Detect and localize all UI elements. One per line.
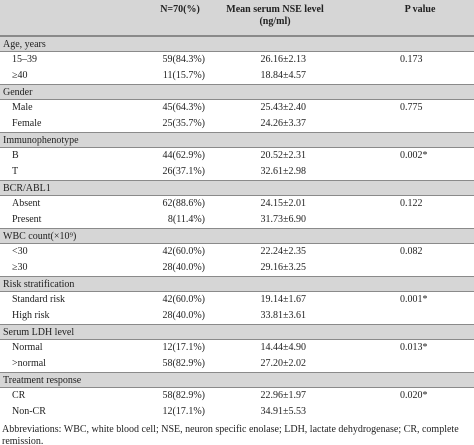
n-cell: 28(40.0%): [162, 310, 206, 321]
section-row: WBC count(×10⁹): [0, 228, 474, 244]
p-cell: 0.013*: [400, 342, 428, 353]
data-row: CR 58(82.9%) 22.96±1.97 0.020*: [0, 388, 474, 404]
data-row: Absent 62(88.6%) 24.15±2.01 0.122: [0, 196, 474, 212]
row-label: ≥30: [12, 262, 28, 273]
mean-cell: 22.24±2.35: [260, 246, 307, 257]
mean-cell: 33.81±3.61: [260, 310, 307, 321]
mean-cell: 25.43±2.40: [260, 102, 307, 113]
mean-cell: 34.91±5.53: [260, 406, 307, 417]
data-row: >normal 58(82.9%) 27.20±2.02: [0, 356, 474, 372]
data-row: B 44(62.9%) 20.52±2.31 0.002*: [0, 148, 474, 164]
header-cell: Mean serum NSE level (ng/ml): [226, 4, 324, 27]
data-row: Male 45(64.3%) 25.43±2.40 0.775: [0, 100, 474, 116]
section-label: Age, years: [3, 39, 46, 50]
row-label: High risk: [12, 310, 50, 321]
data-row: T 26(37.1%) 32.61±2.98: [0, 164, 474, 180]
row-label: Female: [12, 118, 42, 129]
row-label: ≥40: [12, 70, 28, 81]
n-cell: 45(64.3%): [162, 102, 206, 113]
p-cell: 0.775: [400, 102, 423, 113]
section-row: Age, years: [0, 36, 474, 52]
section-label: Immunophenotype: [3, 135, 79, 146]
mean-cell: 20.52±2.31: [260, 150, 307, 161]
p-cell: 0.001*: [400, 294, 428, 305]
n-cell: 26(37.1%): [162, 166, 206, 177]
mean-cell: 29.16±3.25: [260, 262, 307, 273]
mean-cell: 18.84±4.57: [260, 70, 307, 81]
section-row: Gender: [0, 84, 474, 100]
data-row: Present 8(11.4%) 31.73±6.90: [0, 212, 474, 228]
mean-cell: 14.44±4.90: [260, 342, 307, 353]
row-label: B: [12, 150, 19, 161]
row-label: T: [12, 166, 19, 177]
n-cell: 59(84.3%): [162, 54, 206, 65]
n-cell: 58(82.9%): [162, 358, 206, 369]
data-row: Normal 12(17.1%) 14.44±4.90 0.013*: [0, 340, 474, 356]
section-label: BCR/ABL1: [3, 183, 51, 194]
mean-cell: 27.20±2.02: [260, 358, 307, 369]
section-row: Treatment response: [0, 372, 474, 388]
p-cell: 0.082: [400, 246, 423, 257]
section-label: Treatment response: [3, 375, 82, 386]
table-header: N=70(%) Mean serum NSE level (ng/ml) P v…: [0, 0, 474, 36]
data-row: Standard risk 42(60.0%) 19.14±1.67 0.001*: [0, 292, 474, 308]
data-row: 15–39 59(84.3%) 26.16±2.13 0.173: [0, 52, 474, 68]
mean-cell: 24.15±2.01: [260, 198, 307, 209]
n-cell: 12(17.1%): [162, 342, 206, 353]
section-row: Risk stratification: [0, 276, 474, 292]
row-label: 15–39: [12, 54, 37, 65]
section-label: Serum LDH level: [3, 327, 75, 338]
p-cell: 0.173: [400, 54, 423, 65]
n-cell: 58(82.9%): [162, 390, 206, 401]
mean-cell: 32.61±2.98: [260, 166, 307, 177]
header-cell: P value: [404, 4, 436, 15]
section-row: Serum LDH level: [0, 324, 474, 340]
n-cell: 62(88.6%): [162, 198, 206, 209]
data-row: <30 42(60.0%) 22.24±2.35 0.082: [0, 244, 474, 260]
data-row: Non-CR 12(17.1%) 34.91±5.53: [0, 404, 474, 420]
row-label: Absent: [12, 198, 41, 209]
row-label: CR: [12, 390, 26, 401]
row-label: >normal: [12, 358, 46, 369]
section-label: Gender: [3, 87, 33, 98]
data-row: Female 25(35.7%) 24.26±3.37: [0, 116, 474, 132]
data-row: ≥30 28(40.0%) 29.16±3.25: [0, 260, 474, 276]
n-cell: 25(35.7%): [162, 118, 206, 129]
header-cell: N=70(%): [160, 4, 200, 15]
mean-cell: 24.26±3.37: [260, 118, 307, 129]
row-label: <30: [12, 246, 28, 257]
section-row: BCR/ABL1: [0, 180, 474, 196]
section-row: Immunophenotype: [0, 132, 474, 148]
row-label: Present: [12, 214, 42, 225]
section-label: WBC count(×10⁹): [3, 231, 77, 242]
row-label: Male: [12, 102, 33, 113]
n-cell: 28(40.0%): [162, 262, 206, 273]
row-label: Non-CR: [12, 406, 46, 417]
n-cell: 44(62.9%): [162, 150, 206, 161]
mean-cell: 19.14±1.67: [260, 294, 307, 305]
row-label: Normal: [12, 342, 43, 353]
data-row: High risk 28(40.0%) 33.81±3.61: [0, 308, 474, 324]
p-cell: 0.020*: [400, 390, 428, 401]
row-label: Standard risk: [12, 294, 66, 305]
n-cell: 42(60.0%): [162, 294, 206, 305]
p-cell: 0.002*: [400, 150, 428, 161]
mean-cell: 22.96±1.97: [260, 390, 307, 401]
section-label: Risk stratification: [3, 279, 75, 290]
p-cell: 0.122: [400, 198, 423, 209]
data-row: ≥40 11(15.7%) 18.84±4.57: [0, 68, 474, 84]
n-cell: 8(11.4%): [167, 214, 205, 225]
n-cell: 12(17.1%): [162, 406, 206, 417]
n-cell: 42(60.0%): [162, 246, 206, 257]
n-cell: 11(15.7%): [162, 70, 205, 81]
mean-cell: 31.73±6.90: [260, 214, 307, 225]
footnote: Abbreviations: WBC, white blood cell; NS…: [2, 424, 459, 445]
mean-cell: 26.16±2.13: [260, 54, 307, 65]
